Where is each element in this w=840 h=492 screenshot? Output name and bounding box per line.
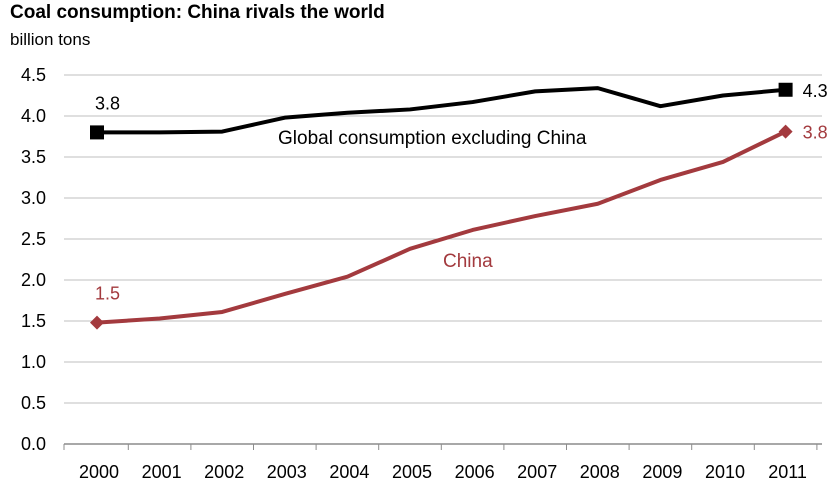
series-label-china: China (443, 251, 493, 272)
y-tick-label: 0.5 (21, 393, 46, 413)
data-label-end: 4.3 (803, 81, 828, 101)
x-tick-label: 2000 (79, 462, 119, 482)
x-tick-label: 2008 (580, 462, 620, 482)
y-tick-label: 1.5 (21, 311, 46, 331)
data-point-marker (778, 82, 793, 97)
data-point-marker (90, 125, 104, 140)
x-tick-label: 2010 (705, 462, 745, 482)
data-label-end: 3.8 (803, 123, 828, 143)
y-tick-label: 2.0 (21, 270, 46, 290)
y-tick-label: 3.5 (21, 147, 46, 167)
series-line-china (96, 129, 787, 325)
x-tick-label: 2011 (768, 462, 807, 482)
data-label-start: 1.5 (95, 284, 120, 304)
series-label-global-ex-china: Global consumption excluding China (278, 128, 587, 149)
x-tick-label: 2006 (455, 462, 495, 482)
y-tick-label: 4.5 (21, 65, 46, 85)
data-point-marker (778, 124, 793, 139)
x-tick-label: 2002 (204, 462, 244, 482)
y-tick-label: 4.0 (21, 106, 46, 126)
y-tick-label: 2.5 (21, 229, 46, 249)
x-tick-label: 2001 (142, 462, 182, 482)
unit-label: billion tons (10, 30, 91, 49)
x-tick-label: 2003 (267, 462, 307, 482)
x-tick-label: 2007 (517, 462, 557, 482)
data-label-start: 3.8 (95, 93, 120, 113)
x-tick-label: 2004 (329, 462, 369, 482)
chart-title: Coal consumption: China rivals the world (10, 2, 385, 23)
series-line-global-ex-china (97, 86, 786, 135)
y-tick-label: 0.0 (21, 434, 46, 454)
y-tick-label: 3.0 (21, 188, 46, 208)
y-tick-label: 1.0 (21, 352, 46, 372)
data-point-marker (90, 315, 104, 330)
x-tick-label: 2005 (392, 462, 432, 482)
x-tick-label: 2009 (642, 462, 682, 482)
